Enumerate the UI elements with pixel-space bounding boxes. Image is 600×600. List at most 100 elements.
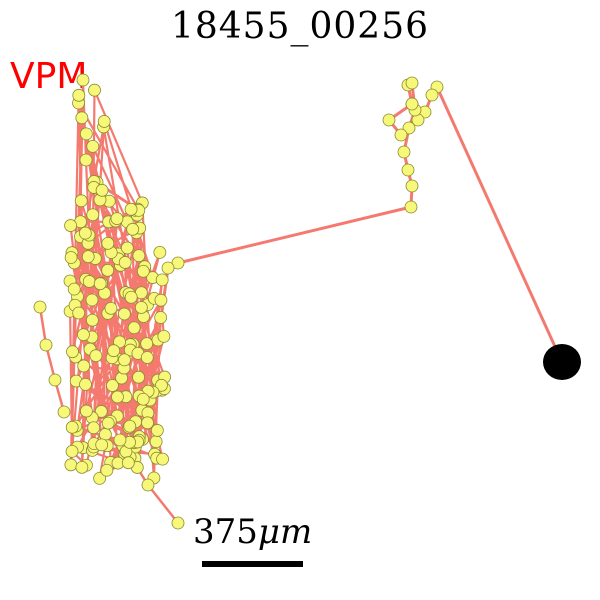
trace-node bbox=[100, 463, 114, 477]
trace-node bbox=[101, 236, 115, 250]
trace-node bbox=[95, 438, 109, 452]
trace-node bbox=[405, 97, 419, 111]
trace-node bbox=[124, 290, 138, 304]
trace-node bbox=[88, 83, 101, 97]
trace-node bbox=[65, 420, 79, 434]
trace-node bbox=[104, 301, 118, 315]
trace-node bbox=[153, 246, 167, 259]
trace-node bbox=[141, 478, 155, 492]
trace-node bbox=[132, 249, 146, 263]
trace-node bbox=[140, 351, 154, 364]
trace-node bbox=[106, 379, 119, 392]
trace-node bbox=[121, 456, 135, 470]
trace-node bbox=[39, 338, 53, 352]
figure-title: 18455_00256 bbox=[170, 6, 430, 47]
trace-node bbox=[127, 321, 141, 335]
trace-node bbox=[87, 421, 101, 435]
trace-node bbox=[85, 313, 99, 327]
trace-node bbox=[86, 139, 100, 153]
trace-node bbox=[79, 153, 93, 167]
trace-node bbox=[57, 405, 71, 419]
trace-node bbox=[75, 460, 89, 474]
trace-node bbox=[77, 359, 91, 373]
trace-node bbox=[74, 194, 88, 208]
trace-node bbox=[124, 202, 138, 216]
trace-node bbox=[86, 208, 100, 222]
trace-node bbox=[101, 263, 115, 277]
trace-node bbox=[154, 293, 168, 307]
trace-node bbox=[402, 121, 416, 135]
trace-node bbox=[79, 127, 93, 141]
trace-node bbox=[89, 349, 103, 363]
trace-node bbox=[118, 353, 131, 367]
scale-bar-label: 375μm bbox=[193, 512, 313, 552]
trace-segment bbox=[148, 81, 564, 401]
trace-node bbox=[107, 344, 121, 358]
trace-node bbox=[154, 311, 168, 324]
trace-node bbox=[123, 419, 137, 433]
trace-node bbox=[382, 113, 396, 127]
trace-node bbox=[79, 377, 92, 391]
trace-node bbox=[95, 183, 109, 197]
trace-node bbox=[48, 373, 62, 387]
trace-node bbox=[394, 128, 408, 142]
trace-node bbox=[156, 452, 169, 466]
trace-node bbox=[67, 282, 81, 296]
trace-node bbox=[85, 293, 99, 307]
trace-node bbox=[155, 273, 169, 287]
trace-node bbox=[33, 300, 47, 314]
trace-node bbox=[64, 458, 78, 472]
trace-node bbox=[113, 335, 126, 349]
trace-node bbox=[118, 256, 132, 269]
trace-node bbox=[80, 404, 93, 418]
trace-node bbox=[110, 212, 124, 225]
soma bbox=[543, 344, 581, 380]
trace-node bbox=[171, 516, 185, 530]
trace-node bbox=[126, 222, 140, 236]
trace-node bbox=[66, 345, 79, 359]
trace-node bbox=[134, 301, 148, 314]
trace-node bbox=[397, 145, 411, 159]
trace-node bbox=[113, 433, 127, 447]
trace-node bbox=[64, 251, 78, 264]
trace-nodes bbox=[33, 73, 444, 530]
trace-node bbox=[93, 471, 107, 485]
trace-node bbox=[157, 329, 171, 343]
trace-node bbox=[404, 200, 418, 214]
trace-node bbox=[111, 390, 124, 404]
trace-node bbox=[117, 307, 131, 321]
trace-node bbox=[136, 392, 150, 406]
trace-node bbox=[405, 179, 419, 193]
trace-node bbox=[155, 378, 168, 392]
trace-node bbox=[97, 115, 111, 128]
trace-node bbox=[77, 328, 90, 342]
trace-segment bbox=[38, 306, 66, 413]
trace-node bbox=[81, 250, 95, 264]
trace-node bbox=[149, 435, 163, 449]
trace-node bbox=[76, 73, 90, 87]
trace-node bbox=[141, 416, 154, 430]
trace-node bbox=[132, 370, 145, 384]
region-label-vpm: VPM bbox=[10, 56, 88, 97]
trace-node bbox=[94, 405, 108, 418]
trace-node bbox=[64, 219, 77, 232]
trace-node bbox=[120, 241, 134, 255]
trace-node bbox=[140, 337, 154, 351]
trace-node bbox=[75, 111, 89, 125]
trace-node bbox=[161, 261, 175, 275]
trace-node bbox=[93, 277, 107, 291]
trace-node bbox=[72, 306, 86, 320]
trace-node bbox=[401, 163, 415, 177]
axon-trace bbox=[38, 78, 564, 524]
trace-node bbox=[171, 256, 185, 270]
trace-node bbox=[65, 444, 79, 458]
trace-node bbox=[72, 88, 86, 102]
trace-node bbox=[405, 76, 419, 90]
trace-node bbox=[82, 275, 96, 288]
trace-node bbox=[425, 88, 439, 102]
scale-bar bbox=[202, 561, 303, 567]
trace-node bbox=[150, 424, 164, 437]
trace-node bbox=[136, 264, 150, 278]
trace-node bbox=[78, 226, 92, 240]
